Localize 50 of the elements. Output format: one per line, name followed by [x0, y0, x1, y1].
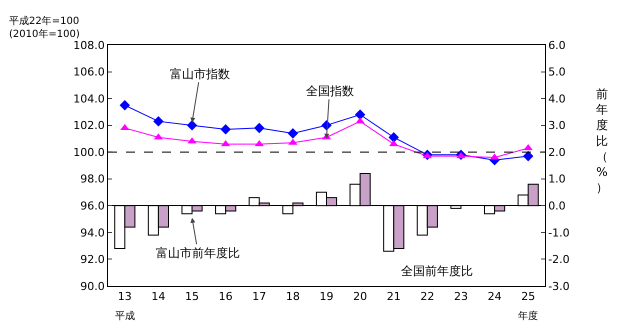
y-tick-label: 96.0 [80, 200, 105, 213]
point [186, 120, 198, 131]
x-tick-label: 21 [386, 290, 401, 304]
y-axis-title: 平成22年=100 (2010年=100) [9, 15, 80, 40]
x-tick-label: 18 [286, 290, 300, 304]
y-tick-label: 108.0 [73, 38, 105, 52]
y2-tick-label: 1.0 [548, 172, 566, 186]
y2-tick-label: 3.0 [548, 119, 566, 132]
point [354, 109, 366, 120]
y-tick-label: 94.0 [80, 226, 105, 240]
y2-tick-label: 0.0 [548, 200, 566, 213]
x-tick-label: 24 [488, 290, 502, 304]
annotation: 富山市指数 [170, 67, 230, 81]
y2-tick-label: 5.0 [548, 66, 566, 79]
y-tick-label: 106.0 [73, 66, 105, 79]
annotation: 全国指数 [306, 84, 354, 98]
y-tick-label: 98.0 [80, 172, 105, 186]
y-tick-label: 104.0 [73, 92, 105, 106]
point [522, 150, 534, 162]
point [388, 132, 399, 143]
x-tick-label: 23 [454, 290, 468, 304]
x-tick-label: 15 [185, 290, 200, 304]
annotation: 全国前年度比 [401, 264, 473, 278]
y2-tick-label: 2.0 [548, 146, 566, 159]
y2-axis-title: 前年度比（%） [596, 87, 608, 195]
y-tick-label: 102.0 [73, 119, 105, 132]
point [288, 128, 298, 139]
annotation: 富山市前年度比 [156, 246, 240, 260]
x-tick-label: 13 [118, 290, 132, 304]
y2-tick-label: 4.0 [548, 92, 566, 106]
point [254, 122, 264, 134]
y-tick-label: 92.0 [80, 253, 105, 266]
x-tick-label: 25 [521, 290, 536, 304]
y2-tick-label: 6.0 [548, 38, 566, 52]
y-tick-label: 90.0 [80, 280, 105, 293]
x-axis-title: 年度 [518, 310, 538, 322]
x-tick-label: 19 [320, 290, 334, 304]
point [153, 116, 164, 127]
x-tick-label: 17 [252, 290, 266, 304]
point [220, 124, 231, 135]
x-tick-label: 14 [151, 290, 166, 304]
y2-tick-label: -3.0 [548, 280, 570, 293]
point [120, 100, 130, 110]
text: 平成 [115, 310, 135, 322]
x-tick-label: 16 [218, 290, 233, 304]
y-tick-label: 100.0 [73, 146, 105, 159]
x-tick-label: 22 [420, 290, 434, 304]
x-tick-label: 20 [353, 290, 368, 304]
y2-tick-label: -1.0 [548, 226, 570, 240]
y2-tick-label: -2.0 [548, 253, 570, 266]
